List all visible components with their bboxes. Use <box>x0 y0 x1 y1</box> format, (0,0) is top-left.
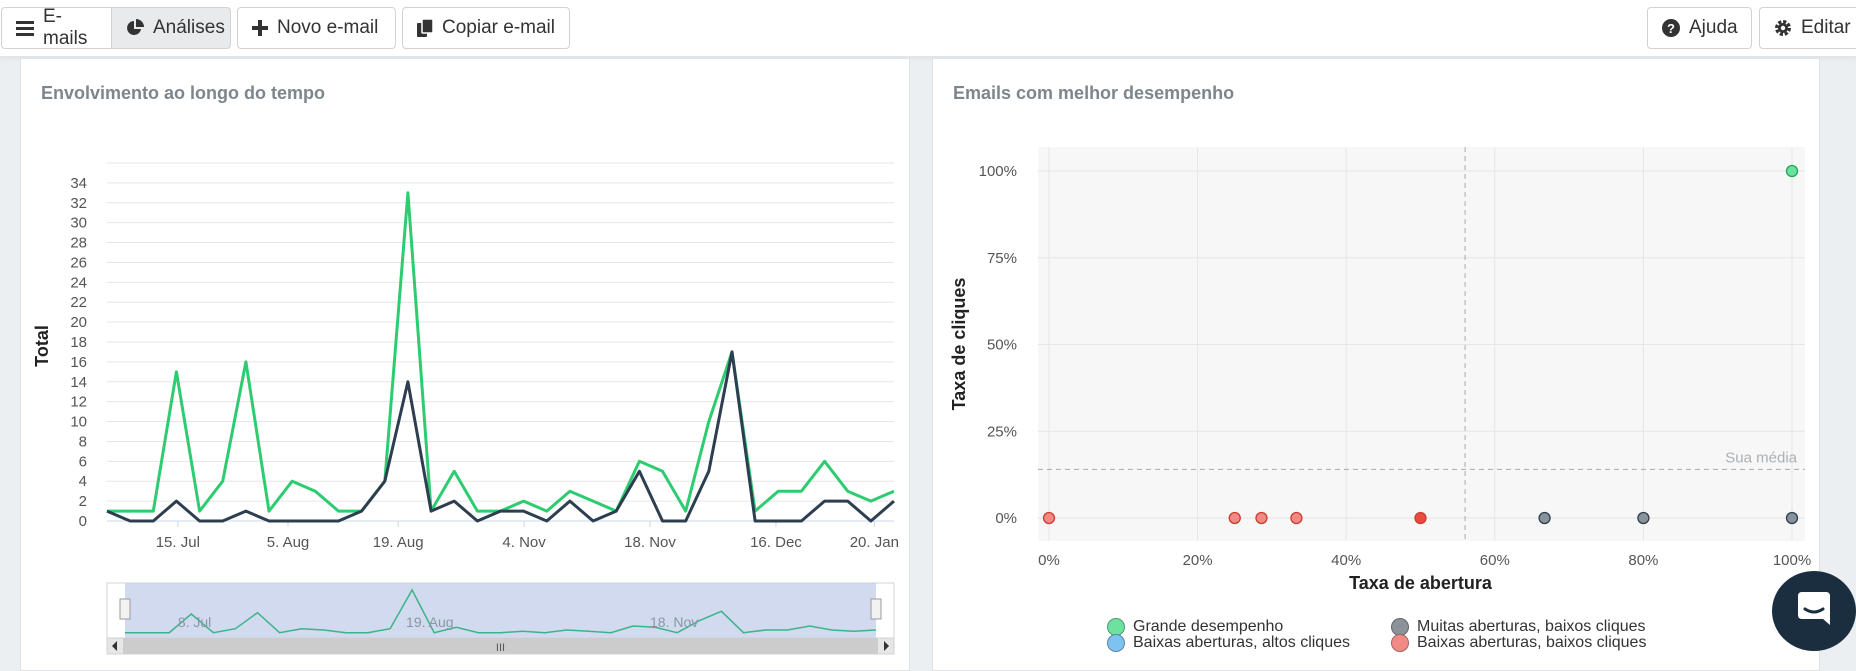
y-tick-label: 75% <box>987 250 1017 267</box>
y-tick-label: 24 <box>70 274 87 291</box>
navigator-label: 18. Nov <box>650 614 698 630</box>
engagement-title: Envolvimento ao longo do tempo <box>41 83 326 103</box>
x-tick-label: 18. Nov <box>624 534 676 551</box>
scroll-right-arrow-icon[interactable] <box>884 641 889 651</box>
copy-icon <box>417 19 433 37</box>
series-line-1 <box>106 350 895 523</box>
pie-chart-icon <box>126 19 144 37</box>
navigator-left-handle[interactable] <box>119 598 131 620</box>
y-tick-label: 8 <box>79 433 87 450</box>
legend-item-low-open-low-click[interactable]: Baixas aberturas, baixos cliques <box>1391 633 1646 653</box>
navigator-right-handle[interactable] <box>870 598 882 620</box>
legend-label-low-open-low-click: Baixas aberturas, baixos cliques <box>1417 634 1647 651</box>
x-tick-label: 15. Jul <box>156 534 200 551</box>
x-tick-label: 80% <box>1628 552 1658 569</box>
x-tick-label: 19. Aug <box>373 534 424 551</box>
question-circle-icon: ? <box>1662 19 1680 37</box>
toolbar: E-mails Análises Novo e-mail Copiar e-ma… <box>0 0 1856 57</box>
x-tick-label: 4. Nov <box>502 534 546 551</box>
avg-label: Sua média <box>1725 449 1797 466</box>
y-tick-label: 2 <box>79 493 87 510</box>
scatter-point-1 <box>1538 511 1551 525</box>
scroll-left-arrow-icon[interactable] <box>112 641 117 651</box>
help-button[interactable]: ? Ajuda <box>1647 7 1752 49</box>
legend-label-great: Grande desempenho <box>1133 618 1284 635</box>
y-tick-label: 6 <box>79 453 87 470</box>
emails-label: E-mails <box>43 6 88 49</box>
navigator-label: 8. Jul <box>178 614 211 630</box>
x-tick-label: 5. Aug <box>267 534 310 551</box>
y-axis-title: Total <box>32 325 52 367</box>
scatter-point-3 <box>1042 511 1056 525</box>
legend-dot-low-open-high-click <box>1107 634 1125 652</box>
plus-icon <box>252 20 268 36</box>
legend-item-high-open-low-click[interactable]: Muitas aberturas, baixos cliques <box>1391 617 1646 637</box>
scatter-point-1 <box>1637 511 1650 525</box>
y-tick-label: 50% <box>987 337 1017 354</box>
menu-icon <box>16 20 34 36</box>
x-tick-label: 16. Dec <box>750 534 802 551</box>
y-tick-label: 34 <box>70 175 87 192</box>
new-email-label: Novo e-mail <box>277 17 379 38</box>
y-tick-label: 12 <box>70 394 87 411</box>
scatter-point-3 <box>1414 511 1427 525</box>
legend-dot-low-open-low-click <box>1391 634 1409 652</box>
y-tick-label: 30 <box>70 215 87 232</box>
analyses-button[interactable]: Análises <box>111 7 231 49</box>
edit-button[interactable]: Editar <box>1759 7 1856 49</box>
series-line-0 <box>107 191 895 513</box>
edit-label: Editar <box>1801 17 1851 38</box>
y-tick-label: 28 <box>70 235 87 252</box>
legend-label-high-open-low-click: Muitas aberturas, baixos cliques <box>1417 618 1646 635</box>
performance-title: Emails com melhor desempenho <box>953 83 1235 103</box>
x-tick-label: 60% <box>1480 552 1510 569</box>
legend-label-low-open-high-click: Baixas aberturas, altos cliques <box>1133 634 1350 651</box>
chat-launcher-button[interactable] <box>1772 571 1856 651</box>
scrollbar-grip: III <box>496 642 505 654</box>
y-tick-label: 14 <box>70 374 87 391</box>
scrollbar-thumb <box>123 638 878 654</box>
y-tick-label: 18 <box>70 334 87 351</box>
performance-chart: 0% 20% 40% 60% 80% 100% 0% 25% 50% 75% 100% Sua méd… <box>949 147 1811 593</box>
help-label: Ajuda <box>1689 17 1738 38</box>
copy-email-label: Copiar e-mail <box>442 17 555 38</box>
x-tick-label: 100% <box>1773 552 1811 569</box>
legend-item-low-open-high-click[interactable]: Baixas aberturas, altos cliques <box>1107 633 1350 653</box>
y-tick-label: 10 <box>70 414 87 431</box>
gear-icon <box>1774 19 1792 37</box>
y-tick-label: 16 <box>70 354 87 371</box>
engagement-chart: Total 024681012141618202224262830323415.… <box>32 162 899 655</box>
navigator-selection <box>125 583 876 638</box>
analyses-label: Análises <box>153 17 225 38</box>
svg-text:?: ? <box>1667 21 1675 36</box>
scatter-point-0 <box>1785 164 1799 178</box>
y-tick-label: 25% <box>987 423 1017 440</box>
x-tick-label: 40% <box>1331 552 1361 569</box>
scatter-point-3 <box>1228 511 1241 525</box>
scatter-point-3 <box>1290 511 1303 525</box>
y-tick-label: 100% <box>979 163 1017 180</box>
y-tick-label: 26 <box>70 254 87 271</box>
y-tick-label: 4 <box>79 473 87 490</box>
y-tick-label: 0 <box>79 513 87 530</box>
x-tick-label: 20. Jan <box>850 534 899 551</box>
y-tick-label: 32 <box>70 195 87 212</box>
emails-button[interactable]: E-mails <box>1 6 112 49</box>
y-axis-title: Taxa de cliques <box>949 278 969 411</box>
navigator-label: 19. Aug <box>406 614 454 630</box>
performance-panel: Emails com melhor desempenho 0% 20% 40% 60%… <box>932 58 1820 671</box>
y-tick-label: 0% <box>995 510 1017 527</box>
copy-email-button[interactable]: Copiar e-mail <box>402 7 570 49</box>
scatter-point-1 <box>1785 511 1799 525</box>
y-tick-label: 22 <box>70 294 87 311</box>
x-tick-label: 20% <box>1183 552 1213 569</box>
new-email-button[interactable]: Novo e-mail <box>237 7 396 49</box>
x-tick-label: 0% <box>1038 552 1060 569</box>
chat-icon <box>1795 591 1833 632</box>
y-tick-label: 20 <box>70 314 87 331</box>
navigator-line <box>125 588 877 634</box>
x-axis-title: Taxa de abertura <box>1349 573 1493 593</box>
scatter-point-3 <box>1255 511 1268 525</box>
